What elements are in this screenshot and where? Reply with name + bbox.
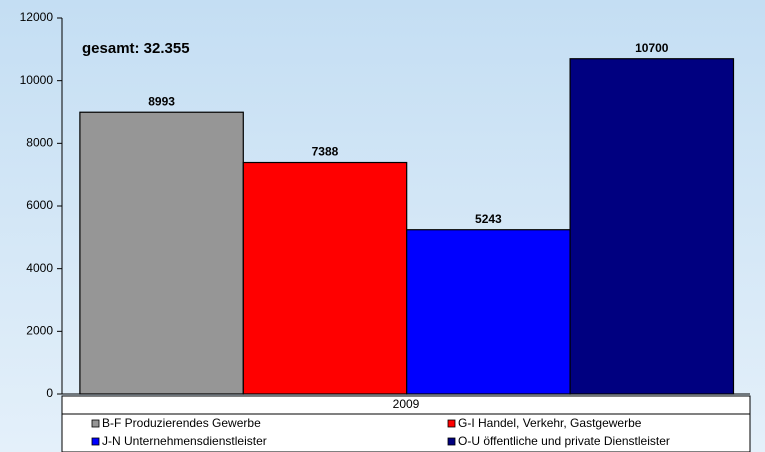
legend-label: J-N Unternehmensdienstleister	[102, 434, 267, 448]
value-label: 5243	[475, 212, 502, 226]
value-label: 7388	[312, 145, 339, 159]
legend-label: B-F Produzierendes Gewerbe	[102, 416, 261, 430]
value-label: 10700	[635, 41, 669, 55]
y-tick-label: 0	[46, 386, 53, 400]
legend-label: O-U öffentliche und private Dienstleiste…	[458, 434, 670, 448]
y-tick-label: 4000	[26, 261, 53, 275]
legend-label: G-I Handel, Verkehr, Gastgewerbe	[458, 416, 642, 430]
y-tick-label: 2000	[26, 324, 53, 338]
y-tick-label: 8000	[26, 136, 53, 150]
bar	[242, 161, 408, 395]
legend-table	[61, 395, 751, 452]
x-tick-label: 2009	[393, 397, 420, 411]
bar	[569, 58, 735, 395]
y-tick-label: 6000	[26, 198, 53, 212]
y-tick-label: 12000	[20, 10, 54, 24]
bar	[79, 111, 244, 395]
value-label: 8993	[148, 94, 175, 108]
legend-swatch	[91, 437, 100, 446]
legend-swatch	[447, 419, 456, 428]
annotation: gesamt: 32.355	[82, 40, 190, 57]
legend-swatch	[91, 419, 100, 428]
y-tick-label: 10000	[20, 73, 54, 87]
bar	[406, 229, 571, 395]
legend-swatch	[447, 437, 456, 446]
